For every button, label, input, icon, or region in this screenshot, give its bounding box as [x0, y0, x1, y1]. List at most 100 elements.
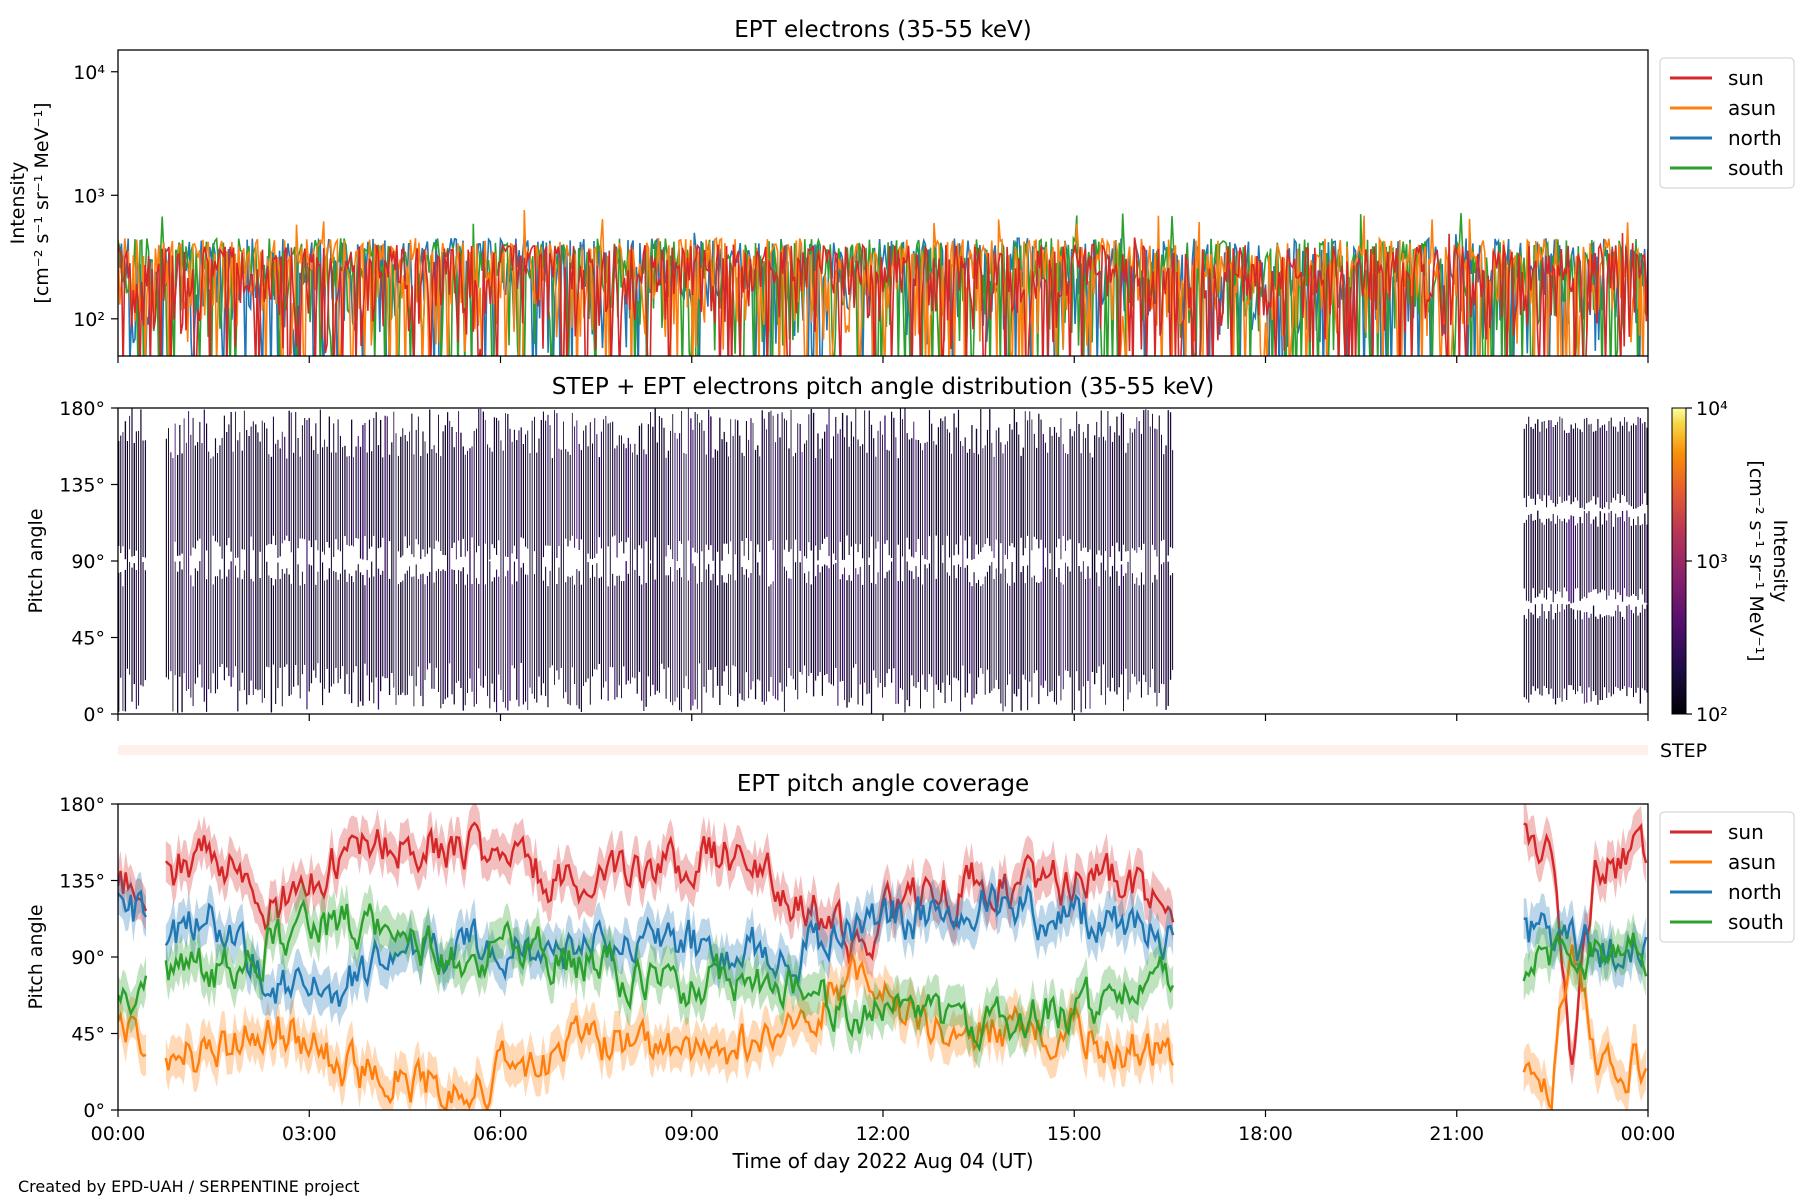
heatmap-cell [458, 411, 460, 541]
heatmap-cell [966, 565, 969, 693]
heatmap-cell [790, 578, 792, 676]
heatmap-cell [1009, 424, 1011, 546]
heatmap-cell [913, 579, 915, 687]
heatmap-cell [1024, 411, 1026, 548]
heatmap-cell [442, 431, 444, 555]
heatmap-cell [333, 423, 335, 557]
heatmap-cell [1566, 522, 1568, 592]
heatmap-cell [223, 415, 225, 681]
heatmap-cell [406, 570, 408, 695]
heatmap-cell [716, 585, 719, 686]
heatmap-cell [592, 564, 594, 677]
heatmap-cell [650, 412, 651, 561]
heatmap-cell [290, 583, 292, 695]
heatmap-cell [252, 421, 254, 551]
heatmap-cell [346, 456, 348, 545]
heatmap-cell [496, 569, 498, 713]
heatmap-cell [734, 419, 736, 555]
heatmap-cell [371, 451, 373, 547]
heatmap-cell [824, 564, 826, 676]
heatmap-cell [933, 441, 935, 709]
heatmap-cell [1612, 426, 1615, 498]
heatmap-cell [177, 571, 179, 713]
heatmap-cell [922, 584, 924, 675]
heatmap-cell [431, 449, 433, 689]
heatmap-cell [1080, 453, 1082, 551]
heatmap-cell [197, 570, 199, 678]
heatmap-cell [288, 410, 290, 542]
heatmap-cell [270, 456, 273, 545]
heatmap-cell [397, 584, 399, 696]
heatmap-cell [426, 575, 429, 670]
heatmap-cell [545, 420, 547, 546]
heatmap-cell [505, 576, 506, 708]
heatmap-cell [142, 440, 144, 558]
heatmap-cell [1543, 524, 1545, 598]
heatmap-cell [1129, 428, 1131, 693]
heatmap-cell [580, 584, 582, 712]
heatmap-cell [844, 567, 846, 701]
x-tick-label: 12:00 [856, 1123, 911, 1145]
heatmap-cell [984, 576, 986, 695]
heatmap-cell [201, 443, 203, 688]
heatmap-cell [402, 428, 404, 556]
y-tick-label: 180° [59, 794, 105, 816]
heatmap-cell [281, 431, 283, 544]
heatmap-cell [674, 432, 676, 702]
heatmap-cell [750, 418, 752, 542]
heatmap-cell [534, 416, 535, 552]
heatmap-cell [1149, 426, 1151, 688]
heatmap-cell [710, 580, 712, 670]
heatmap-cell [380, 574, 382, 692]
coverage-band-south [118, 955, 146, 1034]
heatmap-cell [592, 443, 594, 560]
heatmap-cell [1143, 410, 1145, 544]
heatmap-cell [888, 570, 890, 669]
heatmap-cell [351, 576, 353, 704]
heatmap-cell [1633, 423, 1634, 509]
heatmap-cell [1161, 564, 1163, 684]
heatmap-cell [1089, 452, 1091, 550]
y-tick-label: 90° [71, 947, 105, 969]
heatmap-cell [1116, 416, 1118, 543]
y-tick-label: 0° [83, 1100, 105, 1122]
heatmap-cell [1583, 418, 1585, 510]
heatmap-cell [1586, 612, 1588, 703]
heatmap-cell [1087, 566, 1089, 681]
heatmap-cell [1615, 426, 1617, 501]
y-tick-label: 45° [71, 1024, 105, 1046]
heatmap-cell [1554, 523, 1557, 594]
heatmap-cell [636, 454, 638, 694]
heatmap-cell [806, 582, 808, 693]
heatmap-cell [1163, 454, 1165, 540]
heatmap-cell [1000, 573, 1002, 704]
heatmap-cell [444, 570, 446, 700]
panel2-heatmap [118, 408, 1648, 714]
x-tick-label: 06:00 [473, 1123, 528, 1145]
heatmap-cell [1044, 442, 1046, 548]
heatmap-cell [687, 580, 689, 690]
heatmap-cell [353, 582, 355, 673]
heatmap-cell [315, 584, 317, 678]
heatmap-cell [190, 434, 192, 556]
heatmap-cell [978, 579, 980, 678]
heatmap-cell [694, 566, 696, 700]
heatmap-cell [835, 416, 837, 560]
heatmap-cell [330, 452, 332, 687]
heatmap-cell [926, 568, 928, 692]
heatmap-cell [821, 566, 824, 696]
heatmap-cell [257, 432, 259, 691]
heatmap-cell [1532, 520, 1534, 589]
heatmap-cell [377, 568, 380, 710]
heatmap-cell [1134, 583, 1136, 677]
heatmap-cell [197, 442, 199, 541]
heatmap-cell [319, 409, 321, 683]
heatmap-cell [567, 576, 569, 705]
heatmap-cell [906, 433, 908, 538]
heatmap-cell [917, 440, 920, 539]
heatmap-cell [172, 458, 174, 712]
heatmap-cell [681, 411, 683, 544]
heatmap-cell [509, 428, 511, 701]
heatmap-cell [855, 408, 857, 544]
heatmap-cell [1579, 429, 1581, 508]
